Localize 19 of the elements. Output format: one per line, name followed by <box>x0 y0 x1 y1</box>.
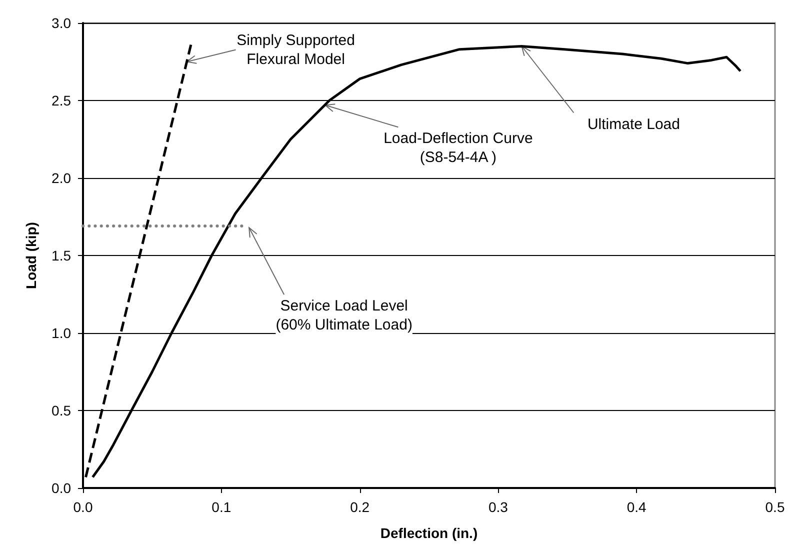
y-tick-label: 2.5 <box>52 92 72 108</box>
x-tick-label: 0.0 <box>73 499 93 515</box>
x-axis-title: Deflection (in.) <box>380 525 478 541</box>
annotation: Ultimate Load <box>587 116 680 133</box>
annotation: Service Load Level (60% Ultimate Load) <box>276 298 412 334</box>
annotation: Simply Supported Flexural Model <box>236 32 356 68</box>
y-tick-label: 0.5 <box>52 402 72 418</box>
y-tick-label: 1.5 <box>52 248 72 264</box>
y-tick-label: 2.0 <box>52 170 72 186</box>
x-tick-label: 0.2 <box>350 499 370 515</box>
y-tick-label: 0.0 <box>52 480 72 496</box>
y-axis-title: Load (kip) <box>23 222 39 289</box>
x-tick-label: 0.1 <box>212 499 232 515</box>
x-tick-label: 0.5 <box>765 499 785 515</box>
y-tick-label: 1.0 <box>52 325 72 341</box>
x-tick-label: 0.3 <box>488 499 508 515</box>
annotation: Load-Deflection Curve (S8-54-4A ) <box>384 130 533 166</box>
x-tick-label: 0.4 <box>626 499 647 515</box>
y-tick-label: 3.0 <box>52 15 72 31</box>
